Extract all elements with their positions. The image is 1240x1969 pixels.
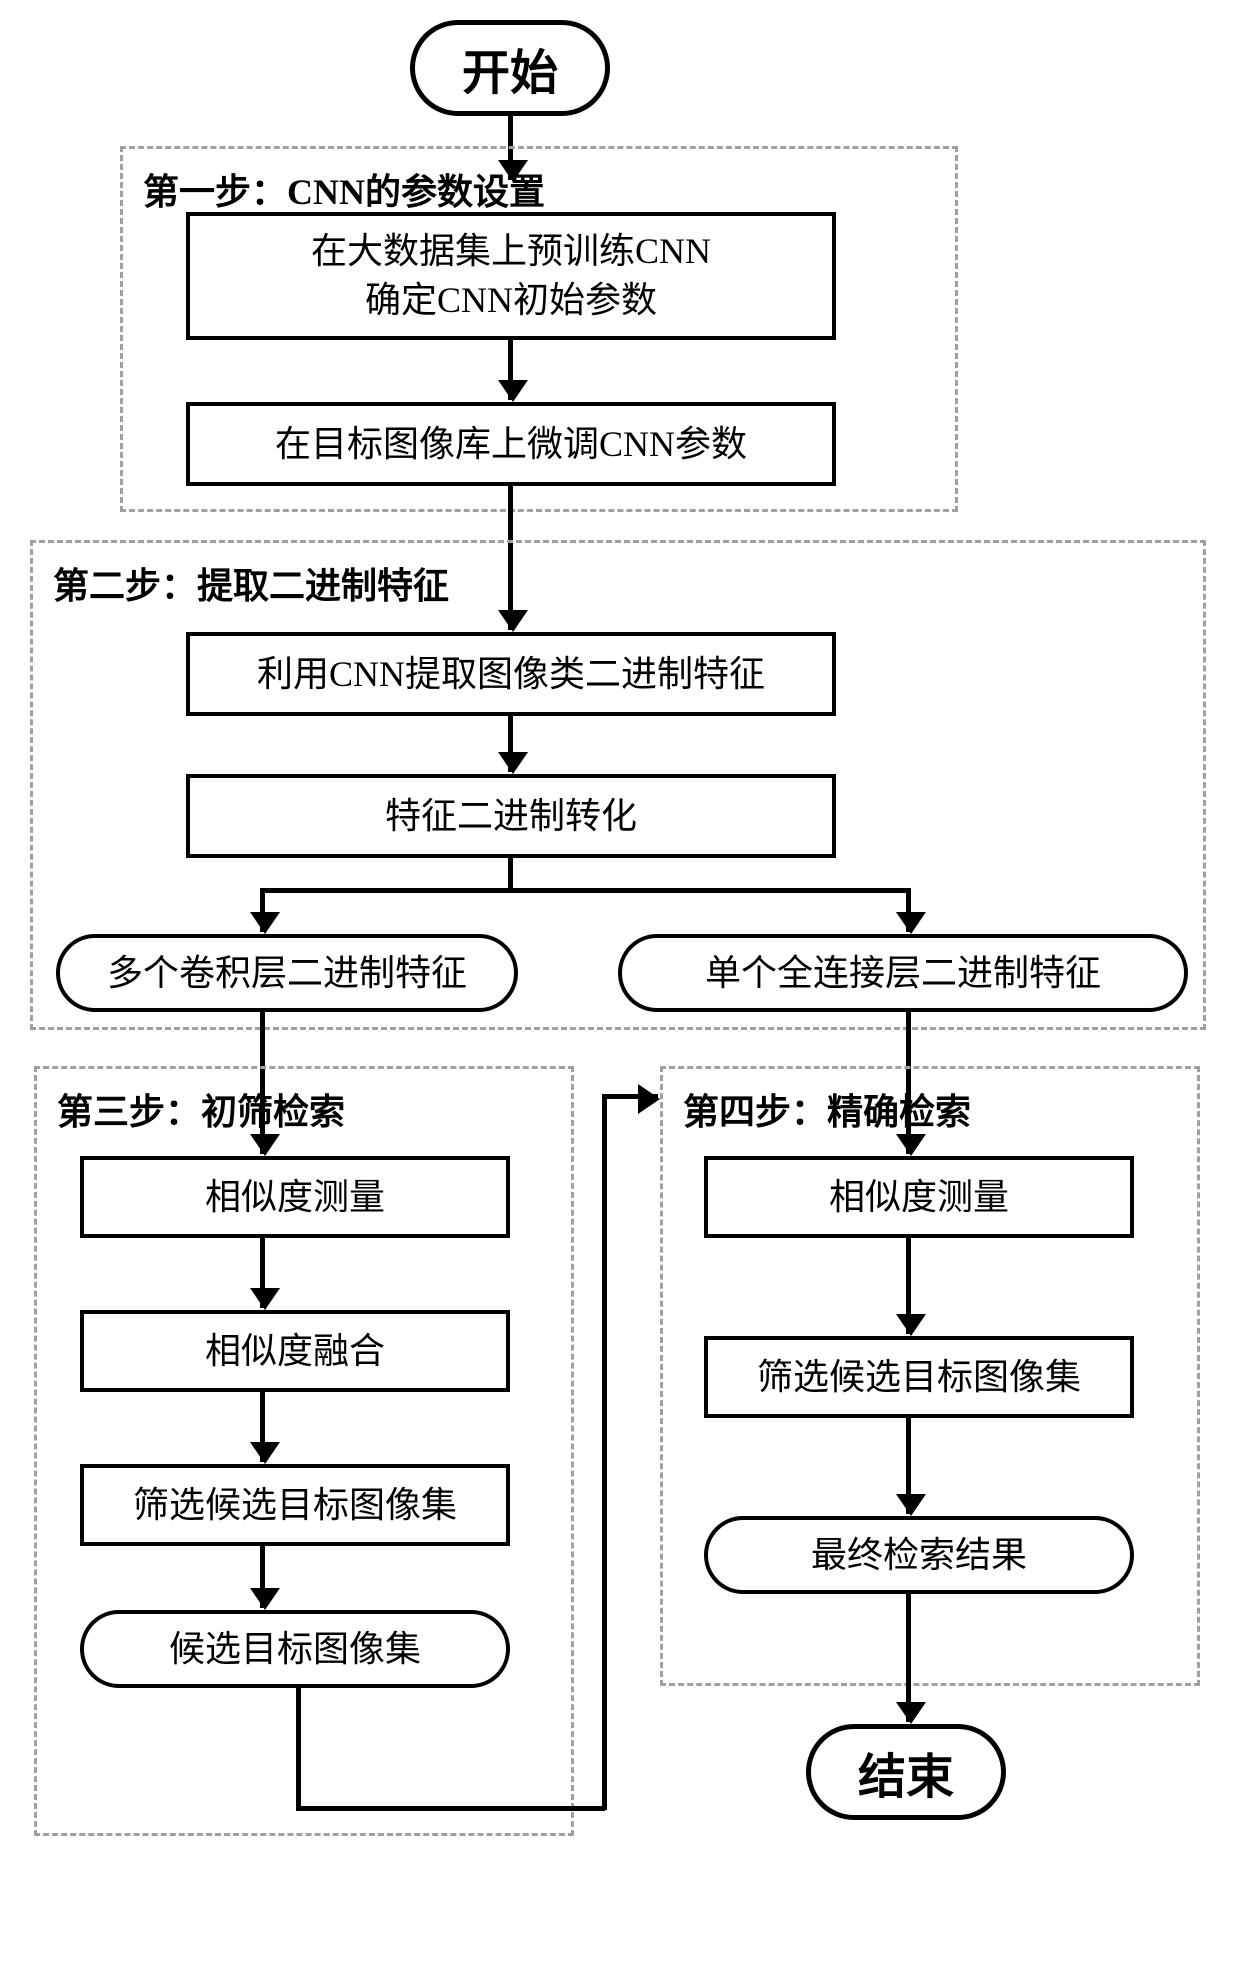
arrow [906,888,911,932]
terminator-start-label: 开始 [462,33,558,103]
arrow [260,888,265,932]
terminator-start: 开始 [410,20,610,116]
terminator-end: 结束 [806,1724,1006,1820]
node-g4-similarity-text: 相似度测量 [829,1173,1009,1222]
node-pretrain: 在大数据集上预训练CNN 确定CNN初始参数 [186,212,836,340]
node-g3-filter: 筛选候选目标图像集 [80,1464,510,1546]
connector [260,888,910,893]
arrow [260,1546,265,1608]
arrow [906,1418,911,1514]
node-extract-binary: 利用CNN提取图像类二进制特征 [186,632,836,716]
node-binary-convert: 特征二进制转化 [186,774,836,858]
node-single-fc-text: 单个全连接层二进制特征 [705,949,1101,998]
node-g3-fusion-text: 相似度融合 [205,1327,385,1376]
node-g3-fusion: 相似度融合 [80,1310,510,1392]
node-extract-binary-text: 利用CNN提取图像类二进制特征 [257,650,765,699]
group-step4-title: 第四步：精确检索 [683,1083,971,1135]
node-multi-conv: 多个卷积层二进制特征 [56,934,518,1012]
node-pretrain-text: 在大数据集上预训练CNN 确定CNN初始参数 [311,227,711,324]
node-multi-conv-text: 多个卷积层二进制特征 [107,949,467,998]
group-step2-title: 第二步：提取二进制特征 [53,557,449,609]
arrow [906,1594,911,1722]
arrow [260,1238,265,1308]
node-g3-filter-text: 筛选候选目标图像集 [133,1481,457,1530]
terminator-end-label: 结束 [858,1737,954,1807]
arrow [602,1094,658,1099]
connector [602,1094,607,1810]
arrow [508,340,513,400]
node-finetune-text: 在目标图像库上微调CNN参数 [275,420,747,469]
arrow [508,716,513,772]
node-g4-similarity: 相似度测量 [704,1156,1134,1238]
node-g4-filter-text: 筛选候选目标图像集 [757,1353,1081,1402]
group-step1-title: 第一步：CNN的参数设置 [143,163,545,215]
flowchart-canvas: 开始 第一步：CNN的参数设置 在大数据集上预训练CNN 确定CNN初始参数 在… [20,20,1220,1949]
node-g3-similarity: 相似度测量 [80,1156,510,1238]
connector [296,1688,301,1808]
node-binary-convert-text: 特征二进制转化 [385,792,637,841]
connector [296,1806,605,1811]
node-final-result: 最终检索结果 [704,1516,1134,1594]
node-final-result-text: 最终检索结果 [811,1531,1027,1580]
connector [508,858,513,890]
node-g3-similarity-text: 相似度测量 [205,1173,385,1222]
group-step3-title: 第三步：初筛检索 [57,1083,345,1135]
node-finetune: 在目标图像库上微调CNN参数 [186,402,836,486]
node-g4-filter: 筛选候选目标图像集 [704,1336,1134,1418]
arrow [260,1392,265,1462]
arrow [906,1238,911,1334]
node-candidate-set: 候选目标图像集 [80,1610,510,1688]
node-single-fc: 单个全连接层二进制特征 [618,934,1188,1012]
node-candidate-set-text: 候选目标图像集 [169,1625,421,1674]
